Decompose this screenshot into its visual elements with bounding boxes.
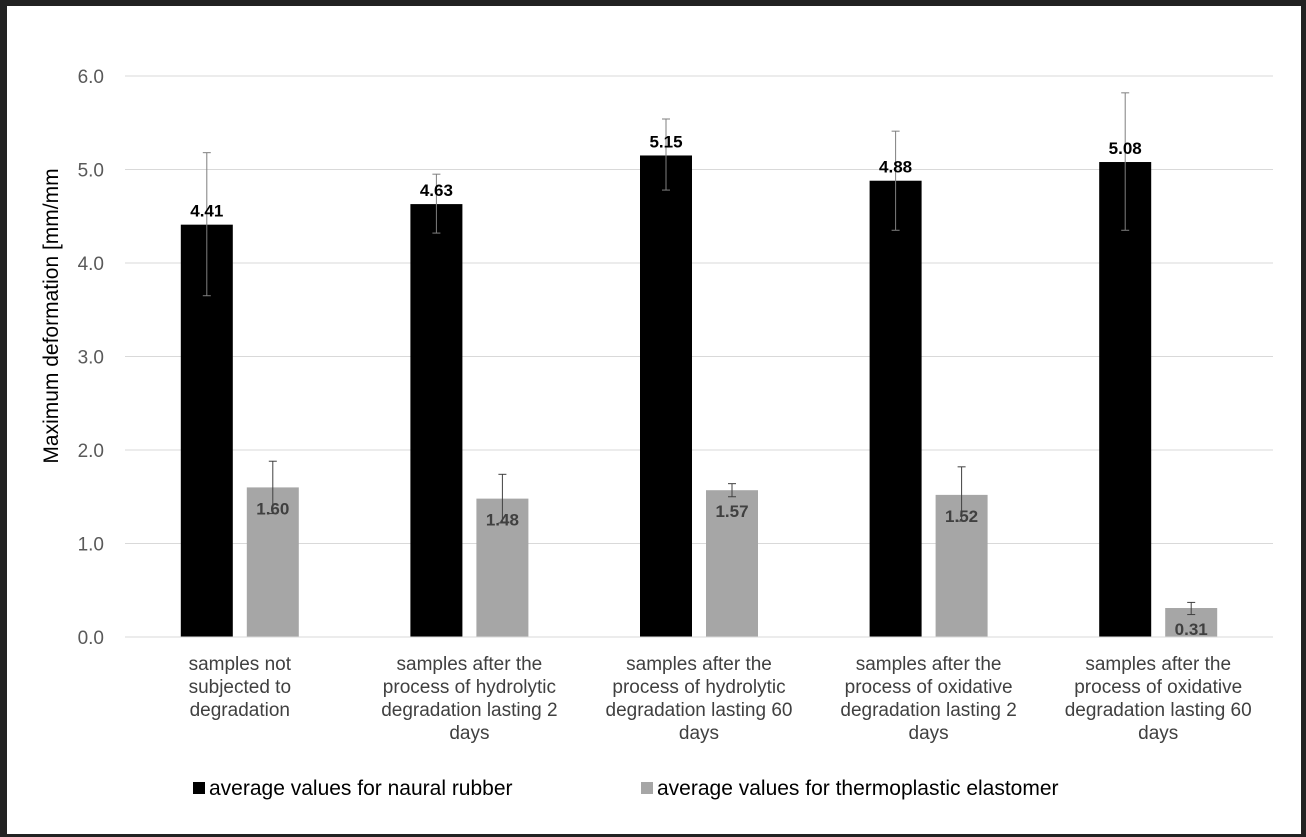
y-tick-label: 0.0 [78,628,104,649]
y-tick-label: 2.0 [78,441,104,462]
data-label: 5.08 [1109,139,1142,158]
bar [410,204,463,637]
data-label: 5.15 [649,132,682,151]
y-tick-label: 3.0 [78,348,104,369]
legend-label: average values for naural rubber [209,777,513,800]
y-axis-ticks: 0.0 1.0 2.0 3.0 4.0 5.0 6.0 [78,67,104,649]
data-labels: 4.41 1.60 4.63 1.48 5.15 1.57 4.88 1.52 5.08 0.31 [190,132,1207,639]
x-category-label: samples not subjected to degradation [189,654,292,721]
bars [180,155,1218,638]
y-tick-label: 1.0 [78,535,104,556]
data-label: 4.63 [420,181,453,200]
legend-label: average values for thermoplastic elastom… [657,777,1059,800]
bar [1099,162,1152,637]
legend-swatch [641,782,653,794]
data-label: 1.52 [945,507,978,526]
data-label: 4.41 [190,202,223,221]
legend-swatch [193,782,205,794]
x-category-label: samples after the process of hydrolytic de… [381,654,557,744]
x-category-label: samples after the process of oxidative deg… [840,654,1016,744]
error-bars [202,92,1196,616]
x-category-label: samples after the process of hydrolytic de… [606,654,793,744]
data-label: 1.60 [256,499,289,518]
y-tick-label: 5.0 [78,161,104,182]
y-tick-label: 4.0 [78,254,104,275]
legend: average values for naural rubber average … [193,777,1059,800]
y-tick-label: 6.0 [78,67,104,88]
data-label: 0.31 [1175,620,1208,639]
bar [640,155,692,637]
gridlines [125,75,1273,544]
x-axis-categories: samples not subjected to degradation sample… [189,654,1252,744]
data-label: 1.48 [486,511,519,530]
y-axis-label: Maximum deformation [mm/mm [40,168,63,463]
bar [869,180,922,637]
data-label: 4.88 [879,158,912,177]
x-category-label: samples after the process of oxidative deg… [1065,654,1252,744]
data-label: 1.57 [715,502,748,521]
bar [706,490,758,637]
